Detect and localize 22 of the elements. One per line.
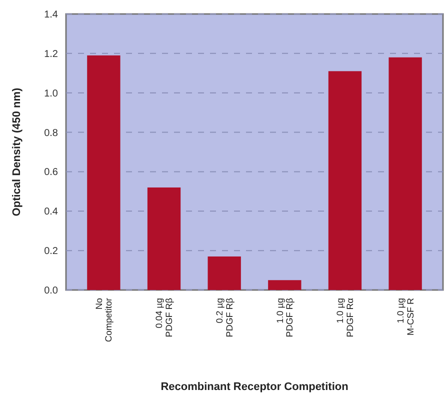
y-tick-label: 0.6 [44, 167, 58, 178]
y-tick-label: 0.0 [44, 286, 58, 296]
y-tick-label: 1.0 [44, 88, 58, 100]
y-tick-label: 0.8 [44, 128, 58, 139]
x-tick-label: 0.04 µg PDGF Rβ [154, 298, 174, 338]
y-tick-label: 1.2 [44, 48, 58, 60]
x-tick-label: 1.0 µg M-CSF R [395, 298, 416, 336]
bar [328, 71, 362, 290]
bar [268, 280, 302, 290]
y-tick-label: 0.2 [44, 246, 58, 258]
bar [208, 256, 241, 290]
bar [147, 187, 181, 290]
x-axis-title: Recombinant Receptor Competition [160, 381, 349, 393]
y-tick-label: 0.4 [44, 206, 58, 218]
y-tick-label: 1.4 [44, 10, 58, 20]
y-axis-title: Optical Density (450 nm) [11, 87, 23, 216]
x-tick-label: No Competitor [94, 298, 114, 342]
x-tick-label: 0.2 µg PDGF Rβ [214, 298, 234, 338]
bar [87, 55, 120, 290]
bar [388, 57, 422, 290]
x-tick-label: 1.0 µg PDGF Rα [335, 298, 356, 338]
x-tick-label: 1.0 µg PDGF Rβ [274, 298, 295, 338]
